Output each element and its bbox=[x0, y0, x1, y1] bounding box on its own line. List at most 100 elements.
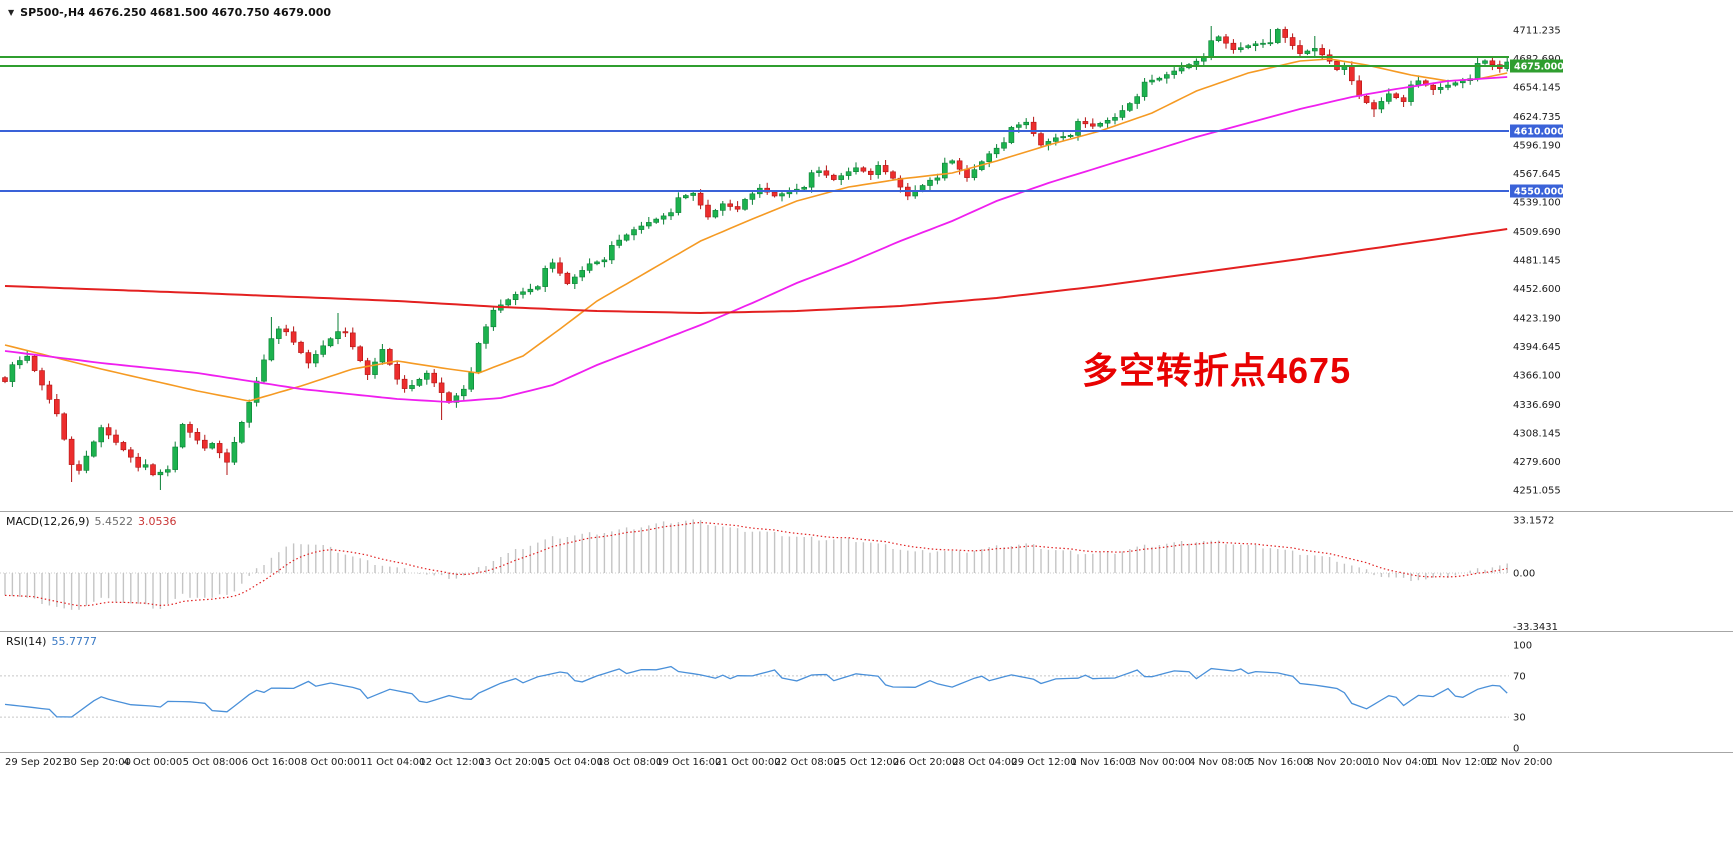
ma-mid-line bbox=[4, 76, 1508, 403]
macd-tick-label: -33.3431 bbox=[1513, 622, 1558, 633]
rsi-axis[interactable]: 100 70 30 0 bbox=[1513, 641, 1532, 755]
candle bbox=[364, 357, 371, 380]
candle bbox=[1297, 40, 1303, 57]
symbol-header: ▼ SP500-,H4 4676.250 4681.500 4670.750 4… bbox=[8, 6, 331, 19]
candle bbox=[594, 260, 600, 266]
candle bbox=[128, 447, 134, 463]
macd-panel[interactable] bbox=[0, 519, 1509, 610]
candle bbox=[1349, 61, 1355, 85]
candle bbox=[179, 422, 186, 449]
candle bbox=[46, 380, 53, 404]
candle bbox=[660, 213, 667, 225]
candle bbox=[142, 459, 149, 471]
candle bbox=[305, 349, 312, 369]
candle bbox=[1371, 99, 1377, 117]
candle bbox=[239, 420, 245, 444]
price-axis[interactable]: 4711.235 4682.690 4654.145 4624.735 4596.190… bbox=[1510, 25, 1564, 496]
candle bbox=[742, 197, 748, 211]
price-tick-label: 4567.645 bbox=[1513, 169, 1561, 180]
candle bbox=[1252, 41, 1259, 52]
time-tick-label: 25 Oct 12:00 bbox=[834, 757, 899, 768]
candle bbox=[68, 436, 75, 482]
candle bbox=[202, 434, 208, 451]
macd-signal-value: 3.0536 bbox=[138, 515, 177, 528]
candle bbox=[719, 201, 726, 216]
candle bbox=[16, 356, 23, 369]
candle bbox=[209, 441, 215, 450]
candle bbox=[1452, 81, 1459, 87]
candle bbox=[1090, 118, 1096, 129]
candle bbox=[1223, 34, 1229, 49]
candle bbox=[941, 157, 948, 181]
candle bbox=[468, 367, 475, 392]
rsi-value: 55.7777 bbox=[51, 635, 97, 648]
price-tick-label: 4596.190 bbox=[1513, 140, 1561, 151]
svg-text:4675.000: 4675.000 bbox=[1514, 62, 1564, 73]
price-badge: 4675.000 bbox=[1510, 59, 1564, 73]
price-tick-label: 4423.190 bbox=[1513, 313, 1561, 324]
rsi-panel[interactable] bbox=[0, 665, 1509, 718]
candle bbox=[608, 241, 615, 264]
candle bbox=[9, 361, 16, 387]
candle bbox=[83, 450, 90, 474]
price-tick-label: 4654.145 bbox=[1513, 82, 1561, 93]
ma-fast-line bbox=[4, 58, 1508, 402]
candle bbox=[986, 151, 993, 168]
candle bbox=[349, 327, 356, 350]
time-tick-label: 12 Nov 20:00 bbox=[1485, 757, 1552, 768]
candle bbox=[512, 291, 519, 306]
svg-text:4550.000: 4550.000 bbox=[1514, 187, 1564, 198]
candle bbox=[1489, 58, 1496, 71]
macd-axis[interactable]: 33.1572 0.00 -33.3431 bbox=[1513, 515, 1558, 632]
candle bbox=[912, 185, 919, 199]
candle bbox=[1312, 36, 1318, 57]
time-tick-label: 18 Oct 08:00 bbox=[597, 757, 662, 768]
candle bbox=[542, 265, 549, 292]
candle bbox=[1400, 94, 1407, 107]
candle bbox=[845, 167, 852, 180]
price-tick-label: 4452.600 bbox=[1513, 284, 1561, 295]
candle bbox=[113, 429, 119, 446]
candle bbox=[1437, 83, 1444, 94]
candle bbox=[712, 208, 719, 219]
candle bbox=[98, 424, 104, 448]
candle bbox=[1408, 80, 1414, 106]
candle bbox=[438, 377, 445, 420]
candle bbox=[268, 317, 275, 362]
time-tick-label: 29 Oct 12:00 bbox=[1011, 757, 1076, 768]
candle bbox=[838, 172, 845, 185]
time-tick-label: 1 Nov 16:00 bbox=[1071, 757, 1132, 768]
time-tick-label: 8 Oct 00:00 bbox=[301, 757, 360, 768]
candle bbox=[120, 440, 127, 452]
candle bbox=[927, 177, 933, 191]
candle bbox=[808, 169, 815, 193]
candle bbox=[1238, 42, 1244, 53]
time-tick-label: 26 Oct 20:00 bbox=[893, 757, 958, 768]
time-tick-label: 10 Nov 04:00 bbox=[1367, 757, 1434, 768]
candle bbox=[372, 357, 378, 379]
candle bbox=[1008, 125, 1015, 145]
candle bbox=[1030, 116, 1037, 137]
candle bbox=[1201, 53, 1207, 66]
candle bbox=[830, 173, 837, 182]
candle bbox=[327, 337, 334, 348]
macd-indicator-label: MACD(12,26,9) 5.4522 3.0536 bbox=[6, 515, 177, 528]
candle bbox=[1341, 62, 1348, 75]
candle bbox=[290, 326, 297, 345]
candle bbox=[1267, 29, 1274, 46]
price-tick-label: 4336.690 bbox=[1513, 400, 1561, 411]
candle bbox=[964, 165, 970, 182]
chart-dropdown-icon[interactable]: ▼ bbox=[8, 7, 15, 17]
candle bbox=[1215, 35, 1222, 43]
candle bbox=[91, 440, 97, 458]
candle bbox=[564, 271, 571, 286]
candle bbox=[105, 423, 112, 440]
price-panel[interactable] bbox=[0, 26, 1510, 490]
candle bbox=[623, 233, 630, 242]
candle bbox=[1504, 56, 1509, 72]
candle bbox=[312, 350, 319, 368]
candle bbox=[31, 354, 38, 373]
